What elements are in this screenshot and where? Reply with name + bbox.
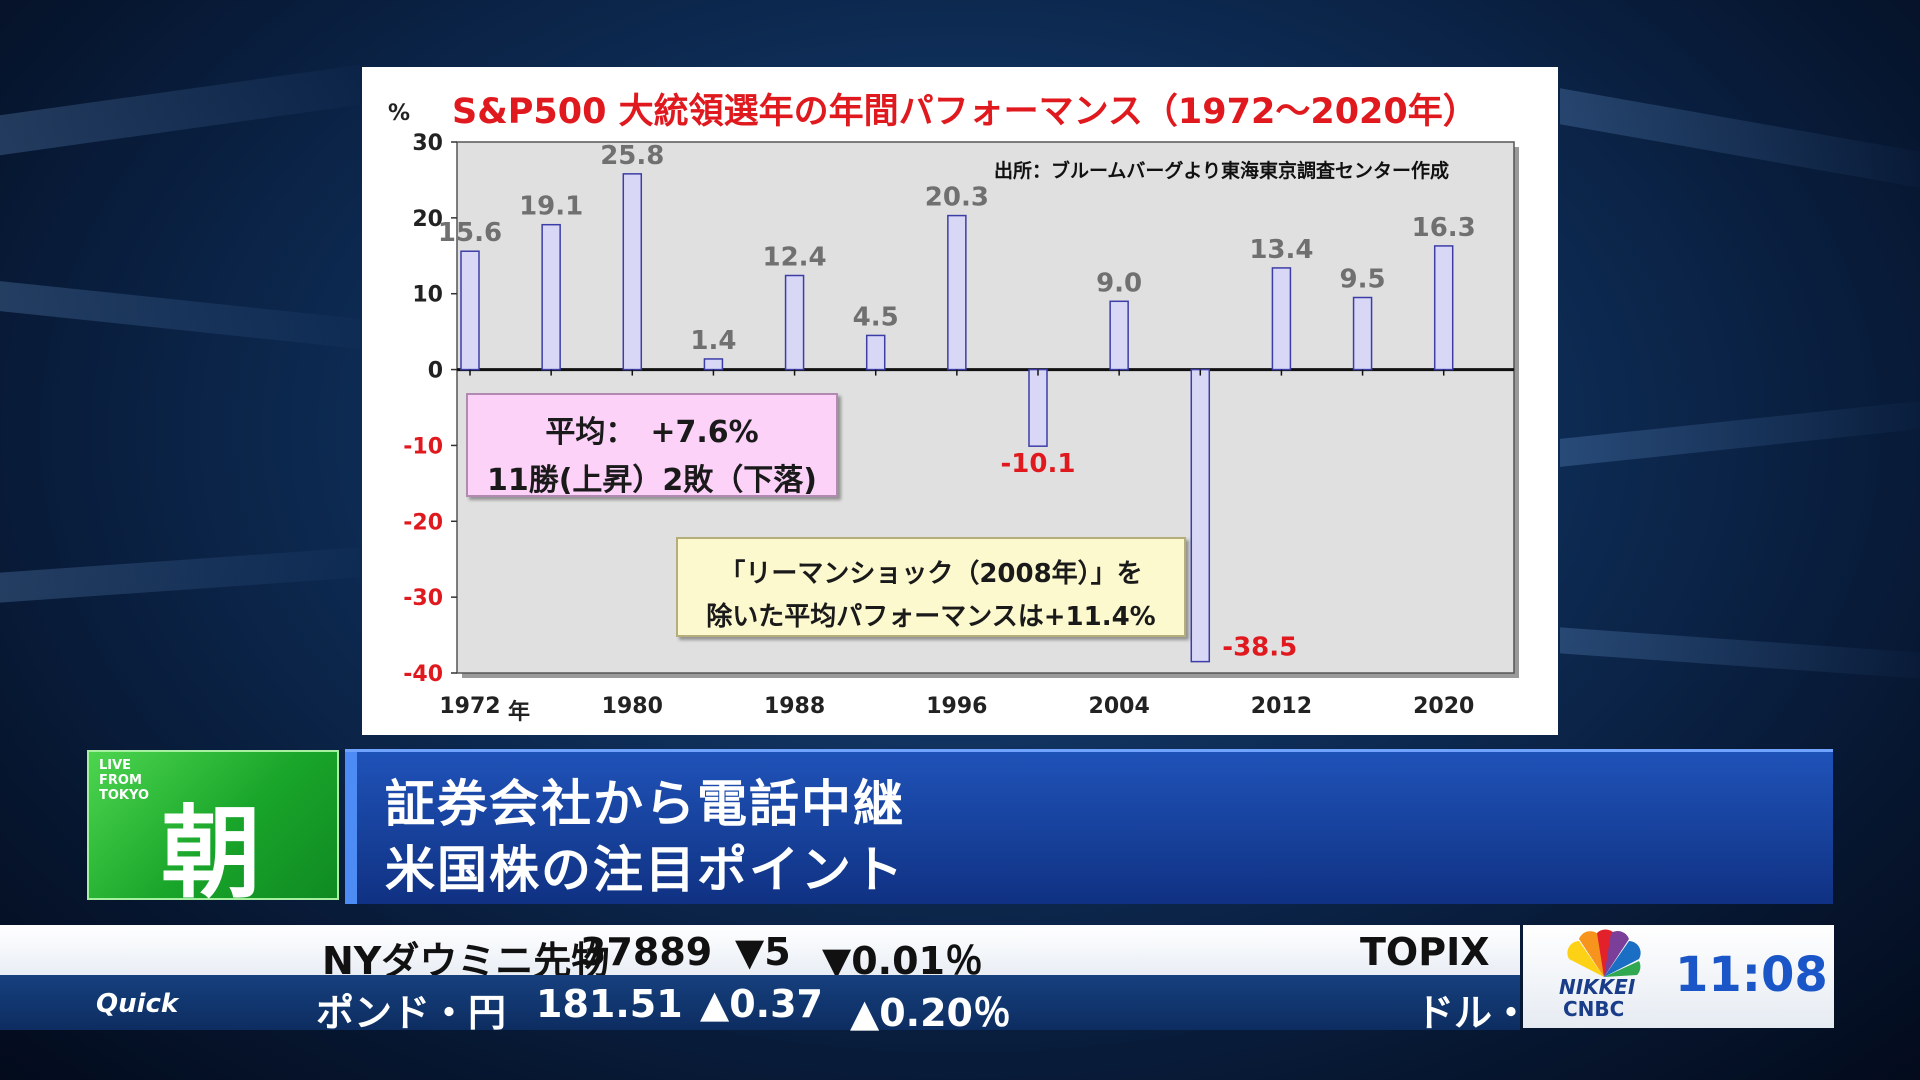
data-label: 16.3 [1412,213,1476,243]
x-tick-label: 1988 [764,694,825,719]
cnbc-logo-text: CNBC [1563,997,1625,1021]
background-stripe [0,547,360,603]
clock: 11:08 [1675,947,1828,1003]
background-stripe [0,64,360,156]
badge-from: FROM [99,773,142,788]
ticker-change: ▲0.37 [700,982,823,1026]
data-label: 9.5 [1340,265,1386,295]
bar-chart: 30 20 10 0 -10 -20 -30 -40 15.6 19.1 25.8 1.4 12.4 4.… [403,131,1519,719]
data-label: 15.6 [438,218,502,248]
banner-accent [345,752,357,904]
x-tick-label: 2020 [1413,694,1474,719]
chart-panel: 30 20 10 0 -10 -20 -30 -40 15.6 19.1 25.8 1.4 12.4 4.… [362,67,1558,735]
source-note: 出所：ブルームバーグより東海東京調査センター作成 [994,160,1450,182]
data-label: 19.1 [519,192,583,222]
x-tick-label: 1980 [602,694,663,719]
badge-kanji: 朝 [161,795,261,912]
nikkei-logo-text: NIKKEI [1559,975,1636,999]
ticker-change: ▼5 [735,930,791,974]
bar [1109,300,1129,371]
bar [865,334,886,371]
data-label: 13.4 [1249,235,1313,265]
data-label: 25.8 [600,141,664,171]
ticker-percent: ▲0.20％ [850,991,1011,1035]
bar [784,274,805,371]
headline-banner: 証券会社から電話中継 米国株の注目ポイント [345,749,1833,904]
quick-logo: Quick [96,989,179,1019]
peacock-icon [1567,929,1641,977]
bar [1352,296,1373,371]
program-badge: LIVE FROM TOKYO 朝 [87,750,339,912]
network-logo-box: NIKKEI CNBC 11:08 [1523,925,1834,1028]
average-annotation: 平均： +7.6% 11勝(上昇）2敗（下落) [466,393,838,498]
data-label: 9.0 [1096,268,1142,298]
win-loss-line: 11勝(上昇）2敗（下落) [486,463,818,498]
lehman-line-2: 除いた平均パフォーマンスは+11.4% [706,602,1156,632]
ticker-next-name: ドル・ [1416,991,1531,1035]
x-tick-label: 1996 [926,694,987,719]
badge-live: LIVE [99,758,132,773]
bar [1028,368,1048,447]
bar [947,214,967,371]
y-tick-label: -20 [403,510,443,535]
data-label: 20.3 [925,183,989,213]
badge-tokyo: TOKYO [99,788,149,803]
y-tick-label: -30 [403,586,443,611]
ticker-value: 37889 [580,930,713,974]
headline-line-1: 証券会社から電話中継 [385,775,905,833]
bar [1190,368,1211,663]
lehman-line-1: 「リーマンショック（2008年）」を [719,559,1143,589]
data-label: -10.1 [1001,449,1076,479]
bar [1271,267,1292,371]
average-line: 平均： +7.6% [545,415,759,450]
data-label: 1.4 [690,326,736,356]
data-label: 4.5 [853,302,899,332]
badge-live-text: LIVE FROM TOKYO [99,758,149,803]
y-tick-label: 20 [412,207,443,232]
data-label: -38.5 [1222,633,1297,663]
bar [703,358,724,371]
y-unit-label: % [388,101,411,126]
background-stripe [1560,88,1920,188]
y-tick-label: -10 [403,434,443,459]
ticker-row-1: NYダウミニ先物 37889 ▼5 ▼0.01％ TOPIX [0,925,1520,983]
bar [622,173,643,371]
background-stripe [1560,401,1920,467]
background-stripe [1560,627,1920,679]
y-tick-label: 0 [428,359,443,384]
chart-title: S&P500 大統領選年の年間パフォーマンス（1972～2020年） [452,92,1478,132]
x-tick-label: 2004 [1089,694,1150,719]
ticker-value: 181.51 [536,982,683,1026]
bar [1433,245,1454,371]
ticker-row-2: Quick ポンド・円 181.51 ▲0.37 ▲0.20％ ドル・ [0,975,1530,1035]
x-unit-label: 年 [508,700,531,725]
x-tick-label: 2012 [1251,694,1312,719]
y-tick-label: 30 [412,131,443,156]
ticker-next-name: TOPIX [1360,930,1490,974]
y-tick-label: 10 [412,283,443,308]
y-tick-label: -40 [403,662,443,687]
ticker-name: ポンド・円 [316,991,507,1035]
lehman-annotation: 「リーマンショック（2008年）」を 除いた平均パフォーマンスは+11.4% [676,537,1186,637]
background-stripe [0,281,360,349]
bar [460,250,480,371]
bar [541,223,561,371]
headline-line-2: 米国株の注目ポイント [385,841,905,899]
x-tick-label: 1972 [439,694,500,719]
data-label: 12.4 [762,243,826,273]
